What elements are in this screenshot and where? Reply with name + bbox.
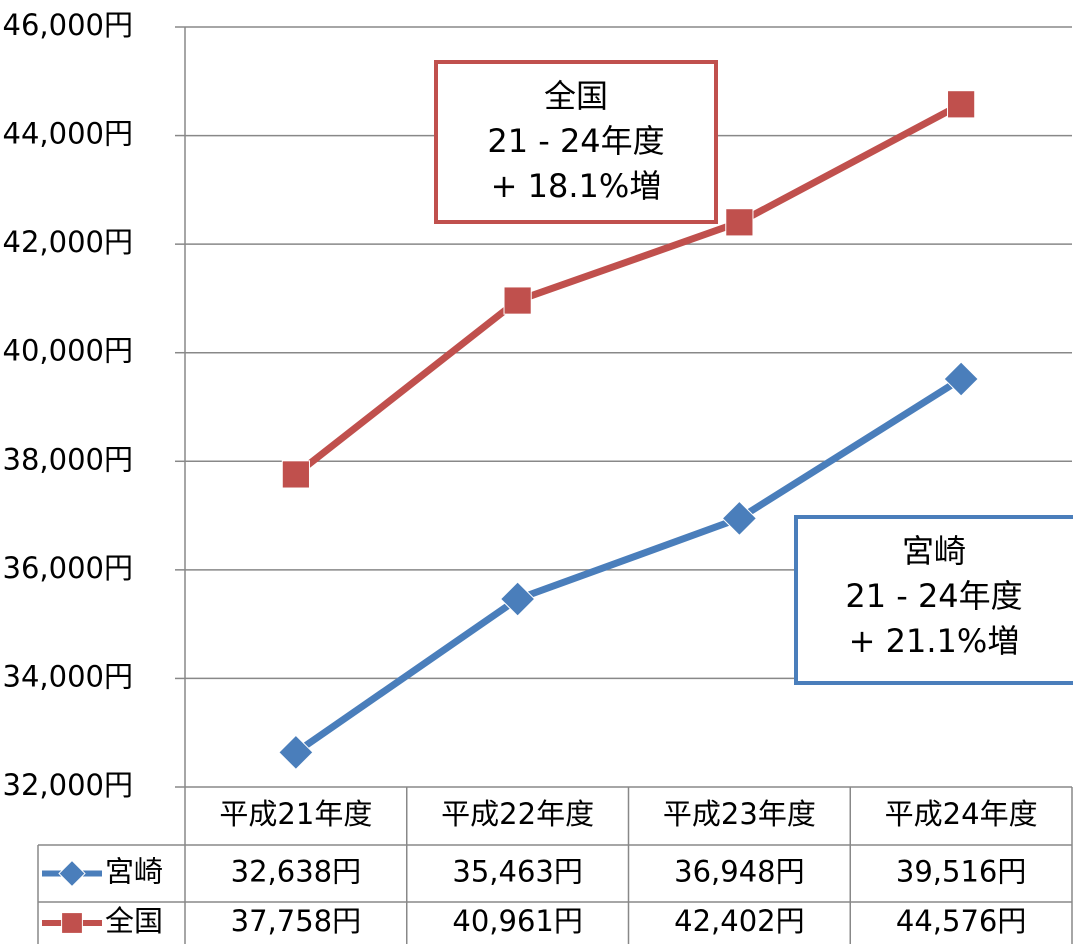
marker — [721, 500, 758, 537]
table-value: 42,402円 — [674, 904, 804, 938]
marker — [499, 581, 536, 617]
marker — [61, 912, 83, 934]
y-tick-label: 38,000円 — [3, 442, 133, 476]
marker — [725, 208, 754, 237]
y-tick-label: 42,000円 — [3, 225, 133, 259]
table-value: 44,576円 — [896, 904, 1026, 938]
line — [293, 376, 963, 756]
marker — [943, 361, 979, 397]
line — [293, 101, 963, 478]
annotation-text: 全国 — [544, 77, 608, 115]
annotation-text: 21 - 24年度 — [487, 122, 664, 160]
annotation-text: + 18.1%増 — [491, 167, 662, 205]
table-value: 39,516円 — [896, 855, 1026, 889]
table-value: 32,638円 — [231, 855, 361, 889]
annotation-text: 21 - 24年度 — [845, 577, 1022, 615]
annotation-text: + 21.1%増 — [849, 622, 1020, 660]
x-tick-label: 平成21年度 — [219, 797, 372, 831]
x-tick-label: 平成24年度 — [885, 797, 1038, 831]
table-value: 36,948円 — [674, 855, 804, 889]
y-tick-label: 40,000円 — [3, 334, 133, 368]
x-tick-label: 平成22年度 — [441, 797, 594, 831]
table-value: 40,961円 — [452, 904, 582, 938]
legend-label: 宮崎 — [105, 855, 163, 889]
y-tick-label: 44,000円 — [3, 117, 133, 151]
y-tick-label: 32,000円 — [3, 768, 133, 802]
table-value: 37,758円 — [231, 904, 361, 938]
marker — [947, 90, 976, 119]
y-tick-label: 36,000円 — [3, 551, 133, 585]
marker — [503, 286, 532, 315]
marker — [278, 734, 314, 771]
annotation-box — [794, 515, 1073, 685]
annotation-box — [434, 60, 718, 224]
legend-label: 全国 — [105, 904, 163, 938]
annotation-text: 宮崎 — [902, 532, 966, 570]
y-tick-label: 34,000円 — [3, 659, 133, 693]
marker — [58, 859, 86, 888]
y-tick-label: 46,000円 — [3, 8, 133, 42]
x-tick-label: 平成23年度 — [663, 797, 816, 831]
marker — [281, 460, 310, 489]
table-value: 35,463円 — [452, 855, 582, 889]
